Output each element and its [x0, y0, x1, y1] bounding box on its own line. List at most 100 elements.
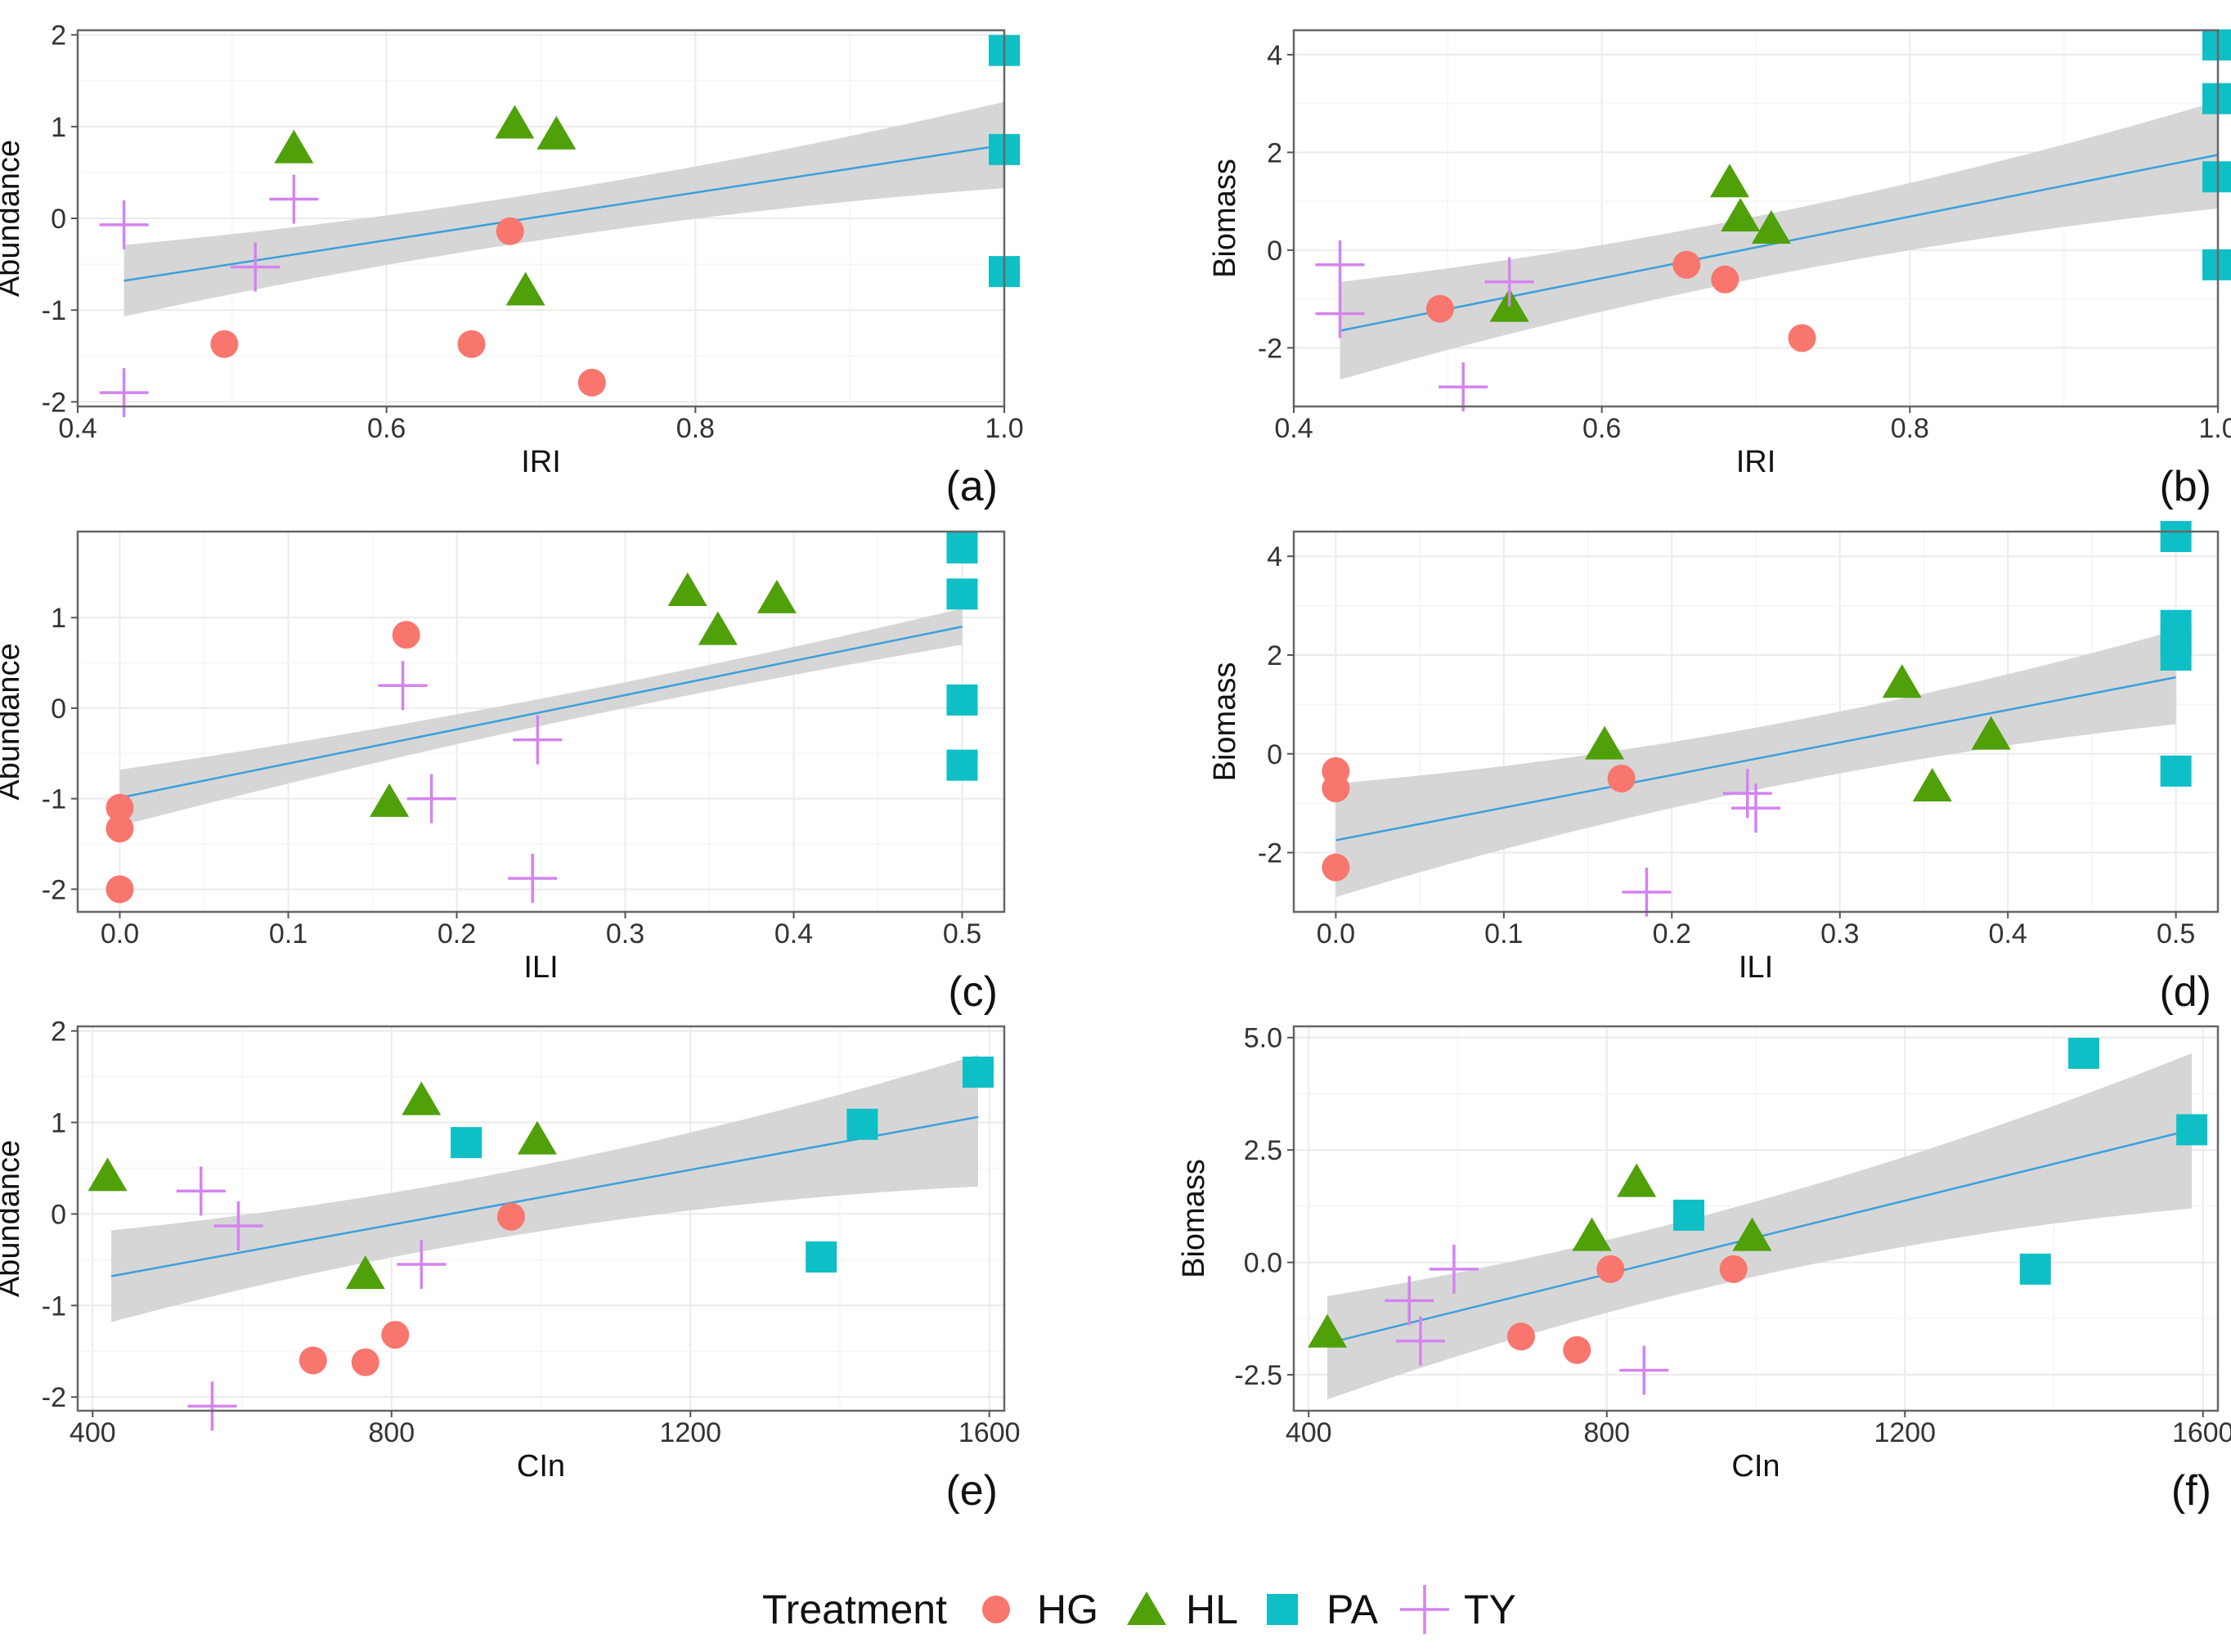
x-tick-label: 0.6	[367, 413, 406, 444]
legend-marker-pa	[1267, 1594, 1298, 1625]
legend-marker-ty	[1400, 1585, 1449, 1634]
y-tick-label: 0	[51, 204, 66, 235]
point-pa	[946, 749, 978, 781]
y-tick-label: 1	[51, 603, 66, 634]
point-ty	[99, 368, 149, 418]
y-tick-label: 5.0	[1244, 1023, 1282, 1054]
x-tick-label: 1200	[1874, 1417, 1936, 1448]
point-hg	[351, 1348, 379, 1376]
point-hl	[756, 579, 797, 613]
x-tick-label: 0.5	[943, 918, 981, 949]
panel-f: 400 800 1200 1600 -2.5 0.0 2.5 5.0 CIn Biomass (f)	[1177, 1023, 2231, 1515]
panel-border	[1292, 530, 2220, 914]
point-hg	[381, 1321, 410, 1349]
point-hl	[1709, 164, 1749, 198]
point-hg	[105, 793, 134, 822]
fit-line	[1335, 676, 2176, 842]
point-pa	[2202, 249, 2231, 281]
point-pa	[1672, 1199, 1704, 1231]
y-tick-label: 2	[51, 20, 66, 52]
point-ty	[513, 715, 563, 765]
point-ty	[1385, 1276, 1434, 1326]
legend-title: Treatment	[762, 1587, 947, 1632]
legend: Treatment HG HL PA TY	[762, 1585, 1516, 1634]
x-tick-label: 400	[70, 1417, 116, 1448]
point-hl	[1585, 725, 1625, 760]
x-tick-label: 0.4	[1274, 413, 1313, 444]
point-ty	[187, 1381, 237, 1431]
point-hl	[345, 1255, 385, 1290]
point-hg	[1607, 764, 1636, 792]
point-hg	[1596, 1255, 1625, 1283]
x-tick-label: 1600	[2172, 1417, 2231, 1448]
x-tick-label: 1.0	[985, 413, 1023, 444]
confidence-band	[1335, 630, 2176, 897]
point-hg	[1322, 774, 1350, 803]
point-ty	[1429, 1244, 1479, 1294]
point-hg	[392, 621, 420, 649]
point-pa	[2067, 1037, 2099, 1069]
point-ty	[508, 854, 558, 904]
point-hl	[1732, 1217, 1772, 1251]
panel-label: (b)	[2159, 463, 2211, 510]
panel-c: 0.0 0.1 0.2 0.3 0.4 0.5 -2 -1 0 1 ILI Abundance (c)	[0, 530, 1006, 1016]
point-ty	[176, 1166, 226, 1216]
y-tick-label: 1	[51, 1108, 66, 1139]
confidence-band	[119, 608, 963, 826]
point-hl	[698, 611, 738, 645]
y-tick-label: 2	[1267, 137, 1282, 168]
point-hg	[496, 217, 524, 245]
y-tick-label: -2.5	[1234, 1360, 1282, 1391]
panel-e: 400 800 1200 1600 -2 -1 0 1 2 CIn Abundance (e)	[0, 1017, 1021, 1515]
point-hl	[667, 572, 707, 606]
point-pa	[2019, 1253, 2051, 1285]
point-hg	[577, 368, 606, 397]
point-pa	[2176, 1114, 2208, 1146]
point-pa	[451, 1127, 483, 1159]
panel-label: (c)	[948, 968, 998, 1016]
panel-border	[76, 1025, 1006, 1412]
x-tick-label: 400	[1286, 1417, 1332, 1448]
point-hl	[517, 1120, 557, 1155]
point-hg	[1719, 1255, 1748, 1283]
y-tick-label: 1	[51, 112, 66, 143]
y-tick-label: -2	[42, 387, 66, 418]
y-axis-label: Biomass	[1208, 662, 1242, 782]
point-hg	[457, 330, 486, 358]
point-hg	[105, 815, 134, 843]
fit-line	[123, 144, 1005, 282]
x-tick-label: 0.4	[1989, 918, 2027, 949]
panel-d: 0.0 0.1 0.2 0.3 0.4 0.5 -2 0 2 4 ILI Biomass (d)	[1208, 521, 2220, 1016]
fit-line	[110, 1116, 979, 1277]
point-hg	[1563, 1336, 1591, 1364]
x-tick-label: 1200	[659, 1417, 721, 1448]
point-hl	[505, 272, 545, 306]
x-axis-label: IRI	[521, 445, 561, 479]
y-axis-label: Biomass	[1177, 1159, 1211, 1278]
legend-label-pa: PA	[1326, 1587, 1379, 1632]
point-ty	[1619, 1345, 1669, 1395]
x-tick-label: 0.0	[101, 918, 139, 949]
x-tick-label: 0.3	[606, 918, 644, 949]
point-hl	[274, 129, 314, 164]
point-pa	[946, 532, 978, 563]
y-tick-label: 2.5	[1244, 1135, 1282, 1166]
point-hl	[1617, 1163, 1657, 1197]
point-ty	[99, 200, 149, 249]
x-axis-label: IRI	[1736, 445, 1776, 479]
point-hl	[495, 105, 535, 139]
point-ty	[269, 174, 319, 224]
y-tick-label: -1	[42, 784, 66, 815]
y-tick-label: -1	[42, 1291, 66, 1322]
x-axis-label: ILI	[523, 950, 558, 985]
panel-label: (f)	[2171, 1467, 2211, 1515]
x-tick-label: 0.2	[438, 918, 476, 949]
y-tick-label: -2	[42, 1382, 66, 1413]
point-hl	[402, 1081, 442, 1116]
point-ty	[397, 1239, 447, 1289]
point-hl	[88, 1157, 128, 1192]
confidence-band	[111, 1054, 979, 1322]
panel-border	[76, 530, 1006, 914]
point-hg	[1711, 265, 1739, 294]
